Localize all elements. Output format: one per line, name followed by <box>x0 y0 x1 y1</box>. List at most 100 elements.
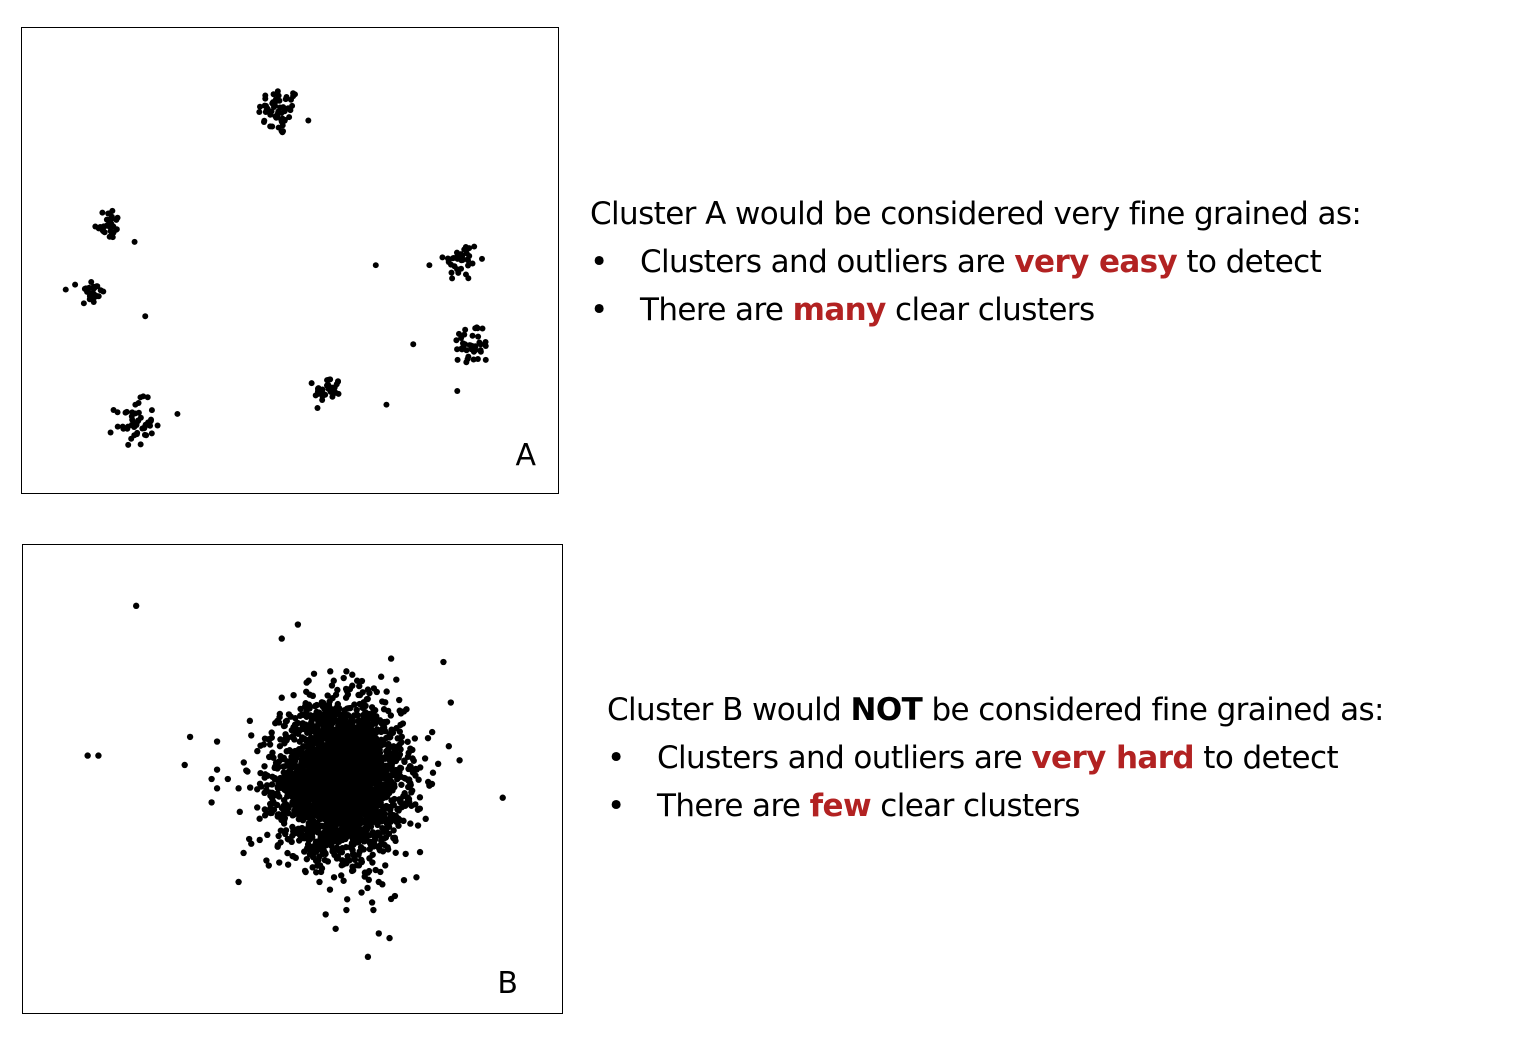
cluster-point <box>406 762 414 770</box>
cluster-point <box>331 774 338 781</box>
cluster-point <box>475 333 482 340</box>
cluster-point <box>332 785 340 792</box>
outlier-point <box>316 878 323 886</box>
cluster-point <box>254 804 261 811</box>
cluster-point <box>264 105 271 112</box>
cluster-point <box>144 394 151 401</box>
cluster-point <box>463 347 470 354</box>
cluster-point <box>322 911 329 918</box>
cluster-point <box>276 859 283 866</box>
cluster-point <box>364 695 371 703</box>
cluster-point <box>331 851 338 859</box>
cluster-point <box>465 262 472 269</box>
cluster-point <box>322 391 329 398</box>
cluster-point <box>109 234 116 241</box>
cluster-point <box>382 862 389 869</box>
bullet-highlight: many <box>792 292 887 328</box>
cluster-point <box>366 845 374 853</box>
cluster-point <box>329 816 337 823</box>
cluster-point <box>389 766 396 773</box>
cluster-point <box>361 757 369 765</box>
cluster-point <box>305 117 312 124</box>
cluster-point <box>332 779 340 786</box>
cluster-point <box>376 814 383 822</box>
outlier-point <box>343 860 350 867</box>
bullet-highlight: few <box>809 788 872 824</box>
cluster-point <box>321 856 328 864</box>
cluster-point <box>362 765 369 773</box>
cluster-point <box>358 856 365 864</box>
cluster-point <box>312 821 319 828</box>
bullet-text: to detect <box>1177 244 1322 280</box>
cluster-point <box>447 699 455 706</box>
cluster-point <box>388 728 395 735</box>
cluster-point <box>338 733 346 741</box>
cluster-point <box>309 843 317 850</box>
outlier-point <box>213 785 221 792</box>
cluster-point <box>329 384 336 391</box>
cluster-point <box>317 719 325 726</box>
cluster-point <box>292 790 299 797</box>
cluster-point <box>347 763 355 770</box>
outlier-point <box>332 925 339 932</box>
cluster-point <box>379 848 387 855</box>
cluster-point <box>297 835 305 842</box>
cluster-point <box>369 829 376 836</box>
cluster-point <box>337 790 344 797</box>
cluster-point <box>334 700 342 708</box>
cluster-point <box>92 223 99 230</box>
cluster-point <box>369 851 376 858</box>
cluster-point <box>257 742 264 749</box>
cluster-point <box>341 729 349 736</box>
description-a-bullet-1: • Clusters and outliers are very easy to … <box>590 238 1361 286</box>
cluster-point <box>269 123 276 130</box>
cluster-point <box>407 745 414 752</box>
cluster-point <box>400 817 407 825</box>
cluster-point <box>80 300 87 307</box>
outlier-point <box>391 892 399 900</box>
outlier-point <box>294 621 302 628</box>
cluster-point <box>62 286 69 293</box>
cluster-point <box>298 775 306 782</box>
outlier-point <box>95 752 102 759</box>
cluster-point <box>290 691 297 699</box>
cluster-point <box>262 92 269 99</box>
outlier-point <box>353 677 361 684</box>
cluster-point <box>133 431 140 438</box>
cluster-point <box>309 828 317 835</box>
cluster-point <box>364 884 371 892</box>
cluster-point <box>368 839 375 847</box>
cluster-point <box>356 700 363 708</box>
cluster-point <box>330 874 338 881</box>
cluster-point <box>312 392 319 399</box>
cluster-point <box>355 794 362 802</box>
bullet-highlight: very easy <box>1014 244 1178 280</box>
cluster-point <box>361 726 368 733</box>
cluster-point <box>283 737 290 744</box>
outlier-point <box>364 869 372 876</box>
cluster-point <box>410 757 417 764</box>
cluster-point <box>342 804 349 811</box>
cluster-point <box>132 401 139 408</box>
cluster-point <box>358 827 365 835</box>
cluster-point <box>321 771 328 778</box>
cluster-point <box>462 243 469 250</box>
cluster-point <box>314 404 321 411</box>
outlier-point <box>142 313 149 320</box>
cluster-point <box>405 795 413 803</box>
cluster-point <box>478 255 485 262</box>
cluster-point <box>274 88 281 95</box>
cluster-point <box>368 793 376 800</box>
cluster-point <box>285 711 293 718</box>
cluster-point <box>353 862 361 869</box>
cluster-point <box>299 735 306 743</box>
cluster-point <box>354 835 361 842</box>
cluster-point <box>321 784 328 792</box>
cluster-point <box>276 784 284 791</box>
cluster-point <box>305 795 312 802</box>
cluster-point <box>387 803 395 811</box>
outlier-point <box>213 738 221 745</box>
outlier-point <box>181 761 188 769</box>
cluster-point <box>387 655 395 662</box>
cluster-point <box>257 769 264 777</box>
